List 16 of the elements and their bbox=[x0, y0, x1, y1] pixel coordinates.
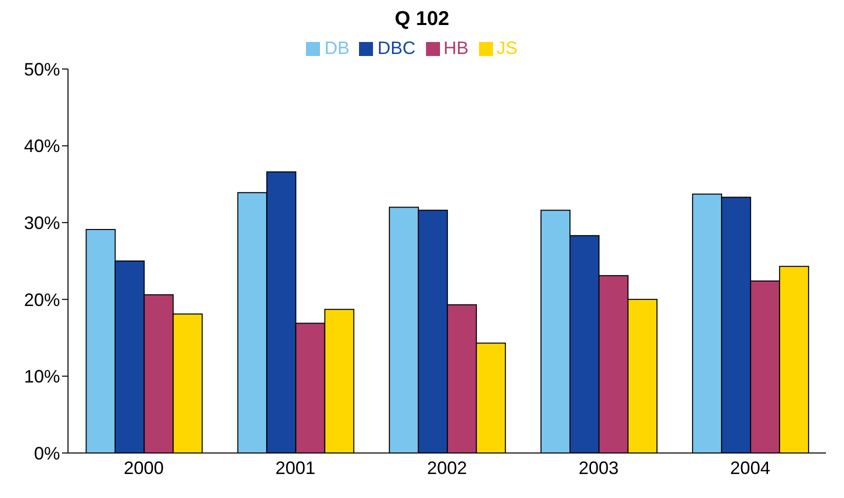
legend-label: JS bbox=[496, 38, 518, 58]
y-tick-label: 40% bbox=[24, 136, 60, 156]
y-tick-label: 30% bbox=[24, 212, 60, 233]
y-tick-label: 50% bbox=[24, 59, 60, 80]
y-tick-label: 20% bbox=[24, 290, 60, 310]
y-tick-label: 10% bbox=[24, 366, 60, 387]
x-tick-label: 2004 bbox=[730, 458, 770, 478]
legend-label: DB bbox=[324, 38, 350, 58]
y-tick-label: 0% bbox=[34, 443, 60, 464]
x-tick-label: 2003 bbox=[578, 458, 619, 478]
x-tick-label: 2000 bbox=[124, 458, 164, 478]
chart-title: Q 102 bbox=[394, 8, 450, 32]
legend-label: DBC bbox=[377, 38, 416, 58]
x-tick-label: 2002 bbox=[426, 458, 468, 478]
x-tick-label: 2001 bbox=[275, 458, 316, 478]
legend-label: HB bbox=[444, 38, 469, 58]
